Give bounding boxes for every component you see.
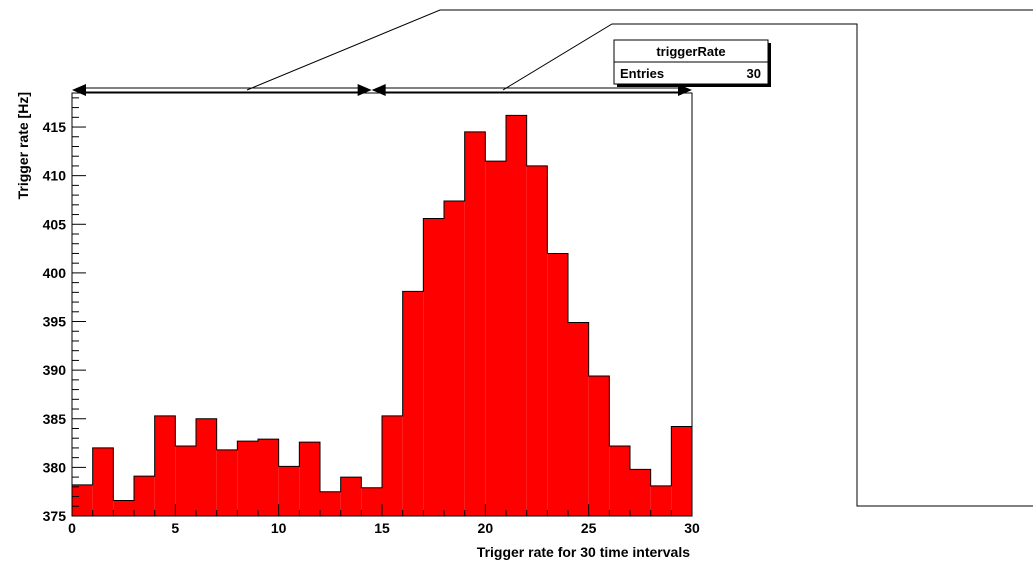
annotation-guide-lines	[246, 9, 1033, 507]
histogram-bar-28	[630, 469, 651, 516]
histogram-bar-29	[650, 485, 672, 516]
histogram-bar-16	[382, 415, 403, 516]
histogram-bar-12	[299, 442, 320, 516]
histogram-bar-1	[72, 484, 93, 516]
histogram-bar-15	[361, 487, 382, 516]
histogram-bar-19	[444, 200, 465, 516]
x-tick-label: 10	[271, 520, 287, 536]
histogram-bar-27	[609, 445, 630, 516]
x-axis-title: Trigger rate for 30 time intervals	[477, 544, 690, 560]
x-tick-label: 30	[684, 520, 700, 536]
histogram-bar-21	[485, 161, 506, 516]
y-tick-label: 375	[43, 508, 67, 524]
stats-entries-label: Entries	[620, 66, 664, 81]
histogram-bar-11	[278, 466, 300, 516]
histogram-bar-9	[237, 441, 258, 516]
histogram-bar-18	[423, 218, 444, 516]
x-tick-label: 20	[478, 520, 494, 536]
histogram-outline	[71, 114, 693, 516]
stats-box-title: triggerRate	[656, 44, 725, 59]
histogram-bar-23	[526, 165, 548, 516]
histogram-bar-30	[671, 426, 692, 516]
y-tick-label: 405	[43, 216, 67, 232]
histogram-bar-26	[588, 375, 610, 516]
histogram-bar-7	[196, 418, 217, 516]
histogram-bars	[71, 114, 693, 517]
stats-box: triggerRate Entries 30	[613, 39, 771, 87]
y-tick-label: 395	[43, 314, 67, 330]
y-tick-label: 380	[43, 459, 67, 475]
histogram-bar-5	[154, 415, 176, 516]
stats-entries-value: 30	[747, 66, 761, 81]
axis-ticks	[71, 97, 693, 517]
histogram-bar-3	[113, 500, 134, 516]
y-axis-title: Trigger rate [Hz]	[15, 92, 31, 199]
x-tick-label: 5	[171, 520, 179, 536]
histogram-bar-4	[134, 476, 155, 516]
x-tick-label: 15	[374, 520, 390, 536]
histogram-bar-14	[340, 477, 362, 516]
histogram-bar-2	[92, 447, 114, 516]
histogram-bar-24	[547, 253, 568, 516]
histogram-bar-25	[568, 322, 589, 516]
histogram-bar-10	[258, 439, 279, 516]
x-tick-label: 25	[581, 520, 597, 536]
range-arrows	[72, 84, 692, 96]
histogram-bar-22	[506, 115, 527, 517]
histogram-bar-13	[320, 491, 341, 516]
histogram-bar-20	[464, 131, 486, 516]
x-tick-label: 0	[68, 520, 76, 536]
y-tick-label: 400	[43, 265, 67, 281]
y-tick-label: 415	[43, 119, 67, 135]
annotation-connector-right	[502, 23, 1033, 507]
y-tick-label: 385	[43, 411, 67, 427]
range-arrow-1	[72, 84, 372, 96]
histogram-bar-6	[175, 445, 196, 516]
y-tick-label: 410	[43, 168, 67, 184]
histogram-bar-17	[402, 291, 424, 516]
annotation-connector-left	[246, 9, 1033, 91]
axis-tick-labels: 0 5 10 15 20 25 30 375 380 385 390 395 400 405 410 415	[43, 119, 700, 536]
histogram-bar-8	[216, 449, 238, 516]
y-tick-label: 390	[43, 362, 67, 378]
